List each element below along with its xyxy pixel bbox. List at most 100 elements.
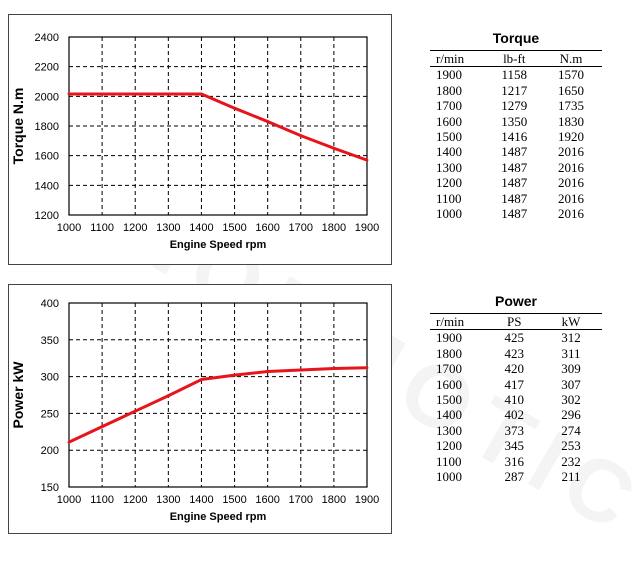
power-rpm-cell: 1900 — [436, 330, 462, 346]
torque-value-cell: 1158 — [501, 67, 528, 83]
torque-value-cell: 1487 — [501, 175, 528, 191]
power-value-cell: 345 — [504, 438, 525, 454]
torque-value-cell: 1920 — [558, 129, 585, 145]
power-value-cell: 423 — [504, 345, 525, 361]
power-table-row: 1400 402 296 — [430, 407, 602, 422]
power-value-cell: 232 — [561, 453, 581, 469]
power-table-block: Power r/min PS kW 1900 425 312 1800 423 311 17… — [430, 291, 602, 484]
power-table-row: 1900 425 312 — [430, 330, 602, 346]
power-x-tick-label: 1300 — [156, 494, 180, 506]
power-table-row: 1500 410 302 — [430, 392, 602, 407]
power-x-tick-label: 1500 — [222, 494, 246, 506]
power-value-cell: 307 — [561, 376, 581, 392]
torque-table-row: 1100 1487 2016 — [430, 191, 602, 206]
power-value-cell: 309 — [561, 361, 581, 377]
torque-data-point — [67, 92, 71, 96]
torque-value-cell: 2016 — [558, 159, 585, 175]
torque-value-cell: 1416 — [501, 129, 528, 145]
power-x-tick-label: 1600 — [255, 494, 279, 506]
power-value-cell: 296 — [561, 407, 581, 423]
power-x-tick-label: 1400 — [189, 494, 213, 506]
torque-x-tick-label: 1500 — [222, 222, 246, 234]
torque-value-cell: 1487 — [501, 159, 528, 175]
power-data-point — [133, 409, 137, 413]
torque-table-row: 1000 1487 2016 — [430, 206, 602, 221]
power-table-row: 1200 345 253 — [430, 438, 602, 453]
power-data-point — [200, 378, 203, 381]
torque-rpm-cell: 1700 — [436, 98, 462, 114]
torque-value-cell: 1570 — [558, 67, 585, 83]
torque-rpm-cell: 1200 — [436, 175, 462, 191]
power-value-cell: 274 — [561, 422, 581, 438]
power-x-tick-label: 1800 — [322, 494, 346, 506]
torque-rpm-cell: 1500 — [436, 129, 462, 145]
power-rpm-cell: 1700 — [436, 361, 462, 377]
torque-x-tick-label: 1800 — [322, 222, 346, 234]
power-table: r/min PS kW 1900 425 312 1800 423 311 1700 420 3… — [430, 314, 602, 484]
torque-table-header-row: r/min lb-ft N.m — [430, 51, 602, 68]
torque-chart: 1000 1100 1200 1300 1400 1500 1600 1700 1800 1900… — [8, 14, 392, 265]
power-rpm-cell: 1500 — [436, 392, 462, 408]
power-data-point — [67, 440, 71, 444]
power-value-cell: 287 — [504, 469, 525, 485]
torque-value-cell: 1650 — [558, 82, 585, 98]
torque-data-point — [200, 92, 203, 96]
torque-table-row: 1800 1217 1650 — [430, 83, 602, 98]
power-y-tick-label: 150 — [41, 482, 59, 494]
power-chart: 1000 1100 1200 1300 1400 1500 1600 1700 1800 1900… — [8, 284, 392, 534]
power-y-axis-label: Power kW — [10, 361, 26, 429]
torque-x-tick-label: 1600 — [255, 222, 279, 234]
torque-value-cell: 1350 — [501, 113, 528, 129]
torque-x-tick-label: 1700 — [289, 222, 313, 234]
torque-rpm-cell: 1100 — [436, 190, 462, 206]
power-series-line — [68, 366, 368, 444]
torque-data-point — [332, 146, 336, 150]
power-value-cell: 410 — [504, 392, 525, 408]
torque-x-tick-label: 1400 — [189, 222, 213, 234]
torque-table: r/min lb-ft N.m 1900 1158 1570 1800 1217 1650… — [430, 51, 602, 221]
torque-y-tick-label: 1200 — [35, 210, 59, 222]
torque-x-axis-label: Engine Speed rpm — [170, 239, 267, 251]
torque-value-cell: 1217 — [501, 82, 528, 98]
power-y-tick-label: 350 — [41, 335, 59, 347]
power-table-row: 1100 316 232 — [430, 454, 602, 469]
power-y-tick-label: 300 — [41, 372, 59, 384]
power-value-cell: 302 — [561, 392, 581, 408]
power-table-row: 1800 423 311 — [430, 346, 602, 361]
torque-y-axis-label: Torque N.m — [10, 88, 26, 165]
torque-rpm-cell: 1900 — [436, 67, 462, 83]
power-data-point — [233, 373, 236, 377]
power-value-cell: 311 — [561, 345, 581, 361]
power-value-cell: 211 — [561, 469, 581, 485]
power-x-tick-label: 1700 — [289, 494, 313, 506]
power-x-tick-label: 1000 — [57, 494, 81, 506]
power-table-row: 1300 373 274 — [430, 423, 602, 438]
torque-series-line — [69, 92, 368, 162]
power-table-body: 1900 425 312 1800 423 311 1700 420 309 1600 417 307… — [430, 330, 602, 485]
torque-rpm-cell: 1300 — [436, 159, 462, 175]
torque-x-tick-label: 1200 — [123, 222, 147, 234]
torque-plot-area — [68, 36, 368, 216]
power-table-row: 1000 287 211 — [430, 469, 602, 484]
torque-data-point — [100, 92, 104, 96]
torque-data-point — [166, 92, 170, 96]
power-x-axis-label: Engine Speed rpm — [170, 511, 267, 523]
torque-data-point — [365, 158, 369, 162]
torque-table-row: 1300 1487 2016 — [430, 160, 602, 175]
power-header-rpm: r/min — [430, 314, 489, 331]
power-y-tick-label: 250 — [41, 408, 59, 420]
power-x-tick-label: 1200 — [123, 494, 147, 506]
power-y-tick-label: 200 — [41, 445, 59, 457]
power-data-point — [166, 394, 170, 398]
torque-x-tick-label: 1100 — [90, 222, 114, 234]
power-header-ps: PS — [488, 314, 541, 331]
power-value-cell: 316 — [504, 453, 525, 469]
torque-y-tick-label: 1400 — [35, 180, 59, 192]
power-value-cell: 402 — [504, 407, 525, 423]
torque-table-row: 1700 1279 1735 — [430, 98, 602, 113]
power-value-cell: 417 — [504, 376, 525, 392]
torque-data-point — [299, 134, 303, 138]
torque-value-cell: 1830 — [558, 113, 585, 129]
torque-x-tick-label: 1900 — [355, 222, 379, 234]
power-y-tick-label: 400 — [41, 298, 59, 310]
